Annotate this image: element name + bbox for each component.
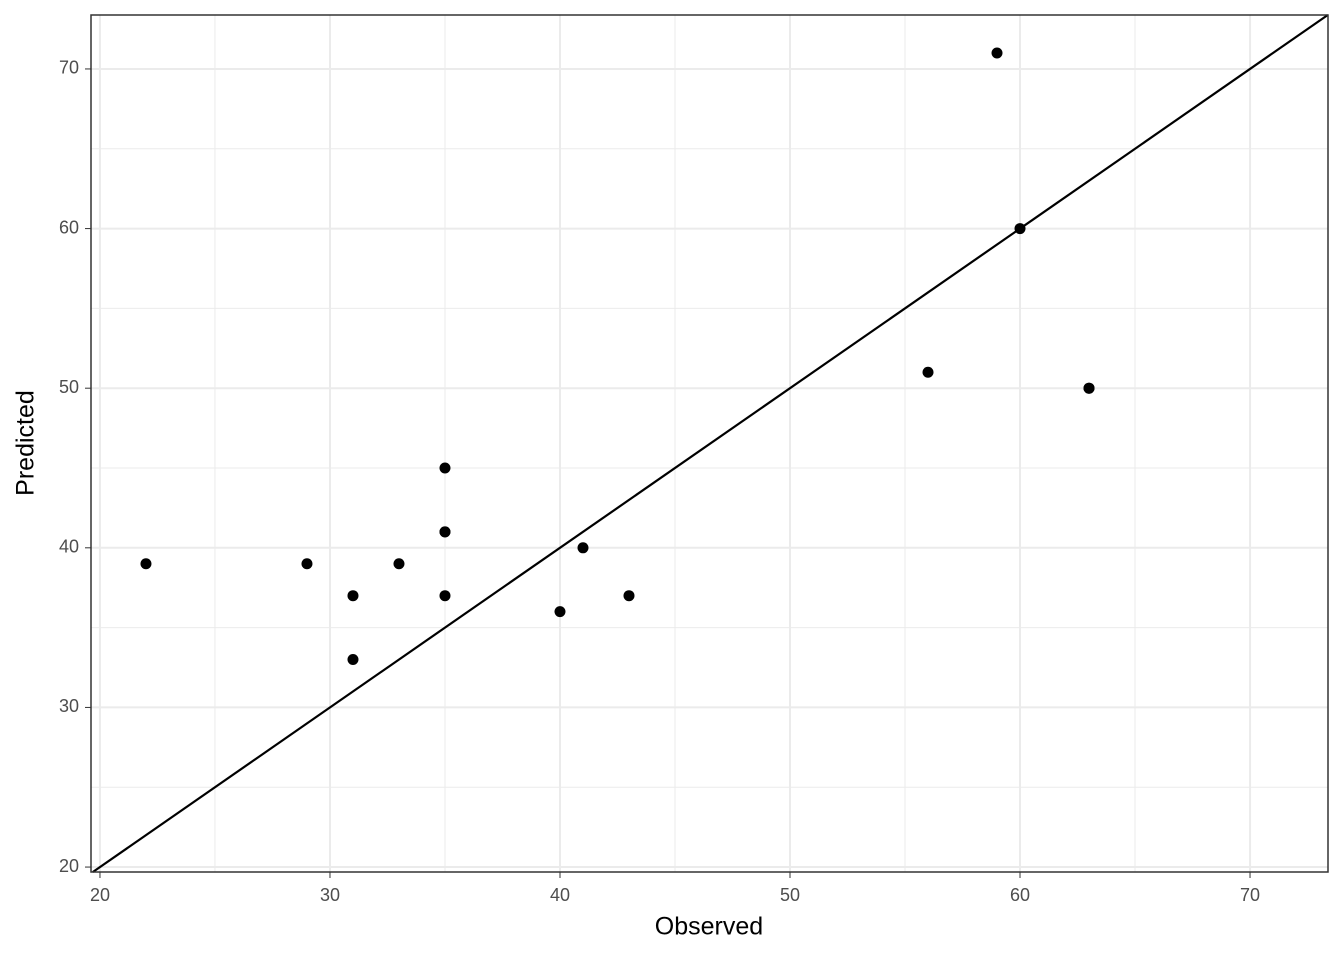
point xyxy=(301,558,313,570)
y-tick-label: 50 xyxy=(59,377,79,397)
x-tick-label: 30 xyxy=(320,885,340,905)
point xyxy=(140,558,152,570)
y-tick-label: 40 xyxy=(59,537,79,557)
y-tick-label: 60 xyxy=(59,217,79,237)
y-tick-label: 30 xyxy=(59,696,79,716)
point xyxy=(439,526,451,538)
x-axis-title: Observed xyxy=(655,913,763,941)
y-tick-label: 20 xyxy=(59,856,79,876)
point xyxy=(1014,223,1026,235)
x-tick-label: 50 xyxy=(780,885,800,905)
y-tick-label: 70 xyxy=(59,58,79,78)
point xyxy=(393,558,405,570)
point xyxy=(577,542,589,554)
point xyxy=(347,590,359,602)
point xyxy=(991,47,1003,59)
point xyxy=(439,590,451,602)
x-tick-label: 40 xyxy=(550,885,570,905)
point xyxy=(554,606,566,618)
x-tick-label: 70 xyxy=(1240,885,1260,905)
y-axis-title: Predicted xyxy=(12,390,40,496)
point xyxy=(439,462,451,474)
x-tick-label: 60 xyxy=(1010,885,1030,905)
point xyxy=(623,590,635,602)
x-tick-label: 20 xyxy=(90,885,110,905)
panel-border xyxy=(90,14,1329,873)
point xyxy=(1083,382,1095,394)
point xyxy=(347,654,359,666)
point xyxy=(922,366,934,378)
identity-line xyxy=(92,14,1329,873)
